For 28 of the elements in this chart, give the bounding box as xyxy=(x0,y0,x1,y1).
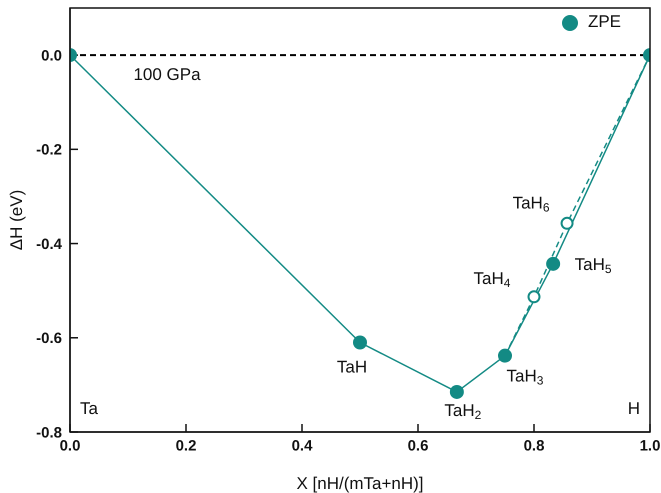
x-tick-label: 1.0 xyxy=(640,438,660,455)
annotation: TaH$_{6}$ xyxy=(512,194,550,215)
x-tick-label: 0.0 xyxy=(60,438,80,455)
point xyxy=(546,256,560,271)
point xyxy=(528,290,540,304)
x-axis-title: X [nH/(mTa+nH)] xyxy=(296,474,424,493)
annotation: 100 GPa xyxy=(133,65,202,84)
annotation: TaH$_{5}$ xyxy=(574,255,612,276)
annotation: TaH$_{3}$ xyxy=(506,367,544,388)
y-tick-label: 0.0 xyxy=(41,47,62,64)
x-tick-label: 0.8 xyxy=(524,438,544,455)
annotation: TaH$_{4}$ xyxy=(474,269,511,290)
x-tick-label: 0.4 xyxy=(292,438,314,455)
annotation: TaH$_{2}$ xyxy=(444,401,482,422)
x-tick-label: 0.6 xyxy=(408,438,428,455)
point xyxy=(560,216,574,230)
y-axis-title: ΔH (eV) xyxy=(7,190,26,250)
y-tick-label: -0.2 xyxy=(36,142,62,159)
y-tick-label: -0.6 xyxy=(36,330,62,348)
point xyxy=(450,384,464,399)
y-tick-label: -0.4 xyxy=(36,236,63,253)
annotation: Ta xyxy=(80,399,98,418)
annotation: H xyxy=(628,399,640,418)
annotation: TaH xyxy=(336,358,368,377)
point xyxy=(353,335,367,350)
x-tick-label: 0.2 xyxy=(176,438,196,455)
y-tick-label: -0.8 xyxy=(36,424,62,442)
legend-label: ZPE xyxy=(588,12,621,31)
